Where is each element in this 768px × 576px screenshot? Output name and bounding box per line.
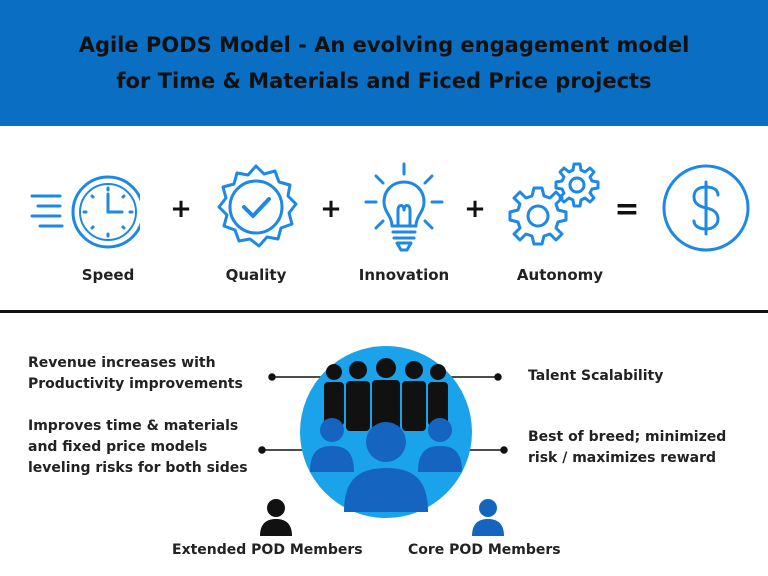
dollar-icon [660,162,752,254]
pod-team-circle [300,346,472,518]
benefit-revenue: Revenue increases with Productivity impr… [28,355,243,392]
legend-extended-label: Extended POD Members [172,542,363,558]
plus-operator-2: + [320,194,342,224]
legend-core-label: Core POD Members [408,542,561,558]
term-label-speed: Speed [81,266,135,284]
connector-dot [268,373,276,381]
section-divider [0,310,768,313]
equals-operator: = [614,192,640,227]
term-label-quality: Quality [225,266,287,284]
connector-dot [494,373,502,381]
term-label-autonomy: Autonomy [516,266,604,284]
gears-icon [500,158,604,258]
plus-operator-3: + [464,194,486,224]
benefit-pricing-models: Improves time & materials and fixed pric… [28,418,248,476]
header-banner: Agile PODS Model - An evolving engagemen… [0,0,768,126]
connector-dot [500,446,508,454]
core-members-group [310,418,462,512]
plus-operator-1: + [170,194,192,224]
term-label-innovation: Innovation [358,266,450,284]
quality-badge-icon [208,160,304,256]
core-member-icon [472,499,504,536]
benefit-talent-scalability: Talent Scalability [528,368,664,384]
stopwatch-icon [30,162,140,252]
lightbulb-icon [362,160,446,256]
title-line-1: Agile PODS Model - An evolving engagemen… [78,33,690,57]
extended-members-group [324,358,448,434]
extended-member-icon [260,499,292,536]
title-line-2: for Time & Materials and Ficed Price pro… [116,69,652,93]
benefit-best-of-breed: Best of breed; minimized risk / maximize… [528,429,727,466]
connector-dot [258,446,266,454]
